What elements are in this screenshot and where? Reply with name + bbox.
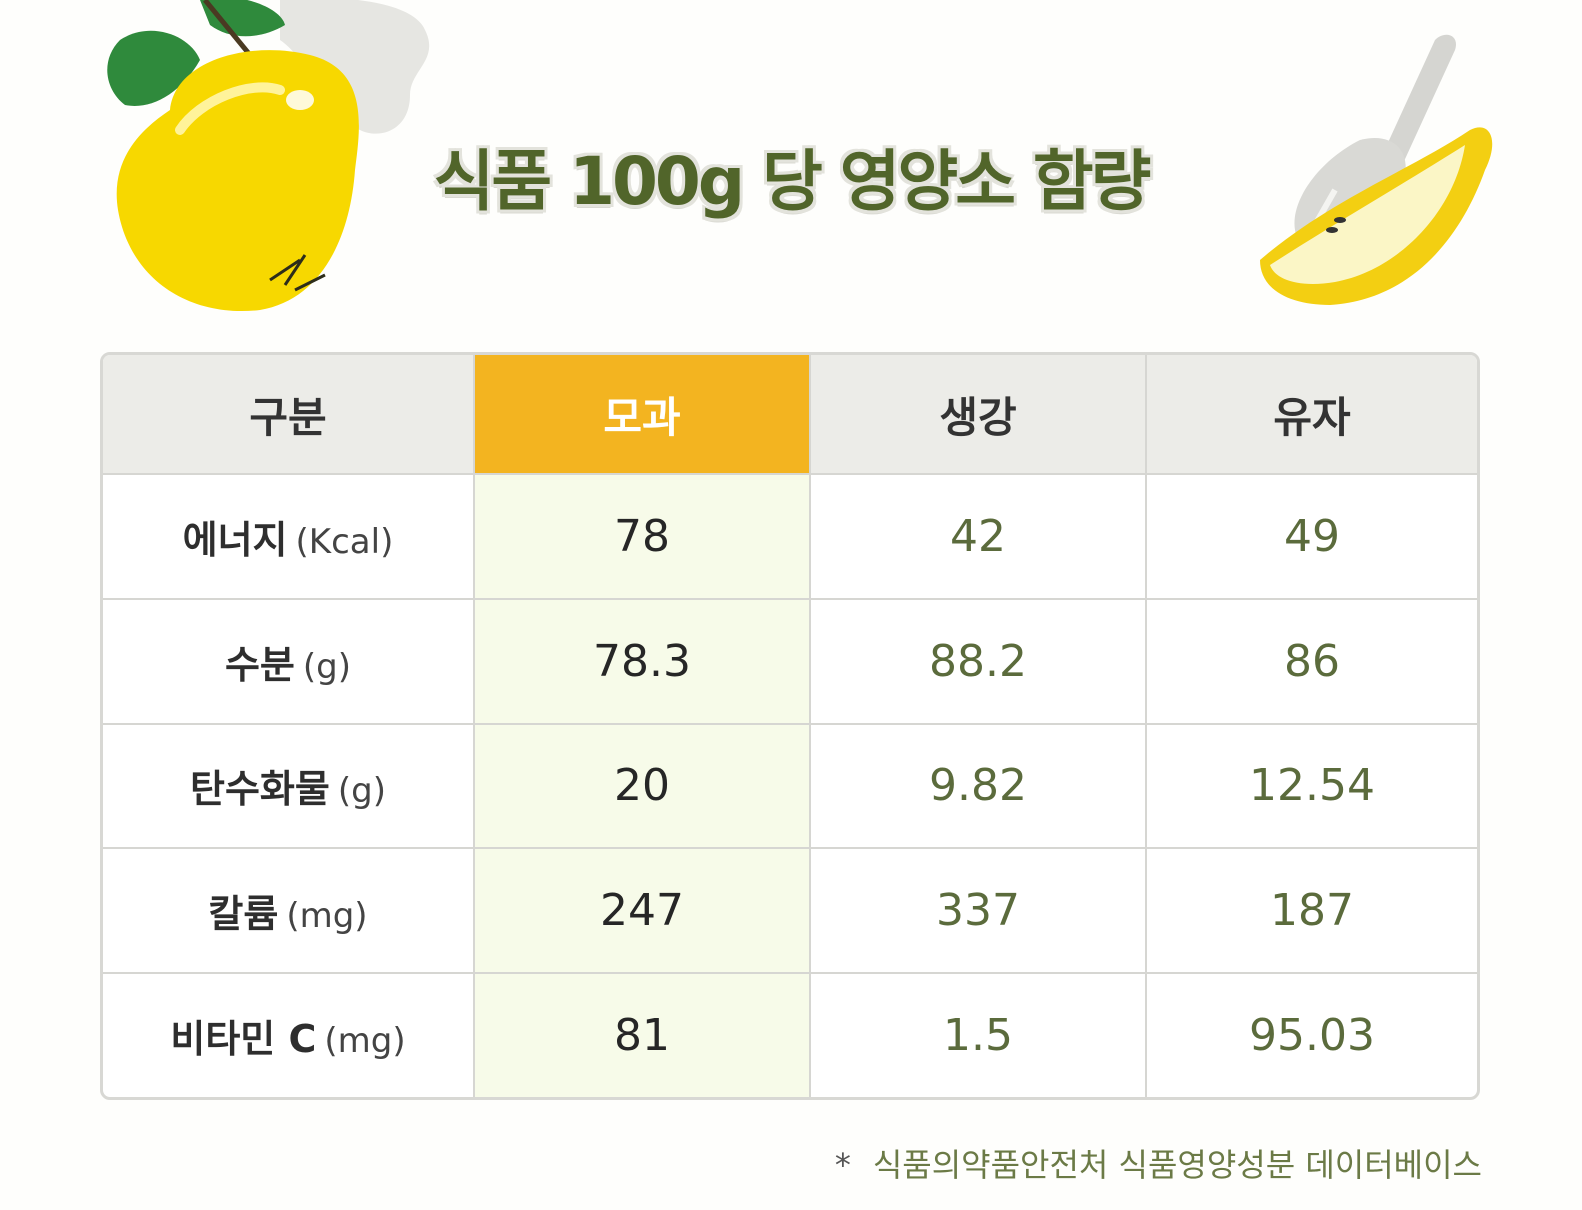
source-text: 식품의약품안전처 식품영양성분 데이터베이스: [872, 1146, 1482, 1184]
cell-yuzu: 187: [1145, 847, 1477, 975]
header-quince: 모과: [473, 355, 811, 475]
row-label: 에너지 (Kcal): [103, 473, 475, 600]
cell-ginger: 42: [809, 473, 1147, 600]
cell-quince: 78: [473, 473, 811, 600]
cell-ginger: 337: [809, 847, 1147, 975]
table-row: 비타민 C (mg) 81 1.5 95.03: [103, 972, 1477, 1097]
table-row: 에너지 (Kcal) 78 42 49: [103, 473, 1477, 600]
header-category: 구분: [103, 355, 475, 475]
row-label: 비타민 C (mg): [103, 972, 475, 1097]
cell-quince: 20: [473, 722, 811, 850]
nutrient-unit: (g): [337, 771, 386, 812]
footnote-marker: *: [834, 1146, 851, 1184]
row-label: 탄수화물 (g): [103, 722, 475, 850]
header-yuzu: 유자: [1145, 355, 1477, 475]
cell-yuzu: 49: [1145, 473, 1477, 600]
cell-quince: 247: [473, 847, 811, 975]
table-row: 칼륨 (mg) 247 337 187: [103, 847, 1477, 975]
quince-slice-fork-icon: [1260, 34, 1493, 305]
cell-quince: 78.3: [473, 597, 811, 725]
nutrient-name: 에너지: [182, 517, 288, 562]
nutrient-unit: (Kcal): [295, 521, 394, 562]
cell-yuzu: 86: [1145, 597, 1477, 725]
table-row: 탄수화물 (g) 20 9.82 12.54: [103, 722, 1477, 850]
cell-yuzu: 95.03: [1145, 972, 1477, 1097]
cell-quince: 81: [473, 972, 811, 1097]
nutrient-name: 탄수화물: [190, 767, 330, 812]
cell-ginger: 88.2: [809, 597, 1147, 725]
cell-yuzu: 12.54: [1145, 722, 1477, 850]
cell-ginger: 9.82: [809, 722, 1147, 850]
source-note: * 식품의약품안전처 식품영양성분 데이터베이스: [835, 1140, 1482, 1186]
page-title: 식품 100g 당 영양소 함량: [433, 143, 1152, 220]
nutrient-unit: (mg): [324, 1021, 406, 1062]
cell-ginger: 1.5: [809, 972, 1147, 1097]
row-label: 칼륨 (mg): [103, 847, 475, 975]
nutrient-name: 칼륨: [208, 892, 279, 937]
table-header-row: 구분 모과 생강 유자: [103, 355, 1477, 475]
nutrient-unit: (g): [302, 646, 352, 687]
nutrient-name: 비타민 C: [170, 1017, 317, 1062]
nutrient-name: 수분: [224, 642, 295, 687]
nutrient-unit: (mg): [286, 896, 368, 937]
quince-fruit-icon: [107, 0, 430, 312]
row-label: 수분 (g): [103, 597, 475, 725]
table-row: 수분 (g) 78.3 88.2 86: [103, 597, 1477, 725]
nutrition-table: 구분 모과 생강 유자 에너지 (Kcal) 78 42 49 수분 (g) 78.…: [100, 352, 1480, 1100]
header-ginger: 생강: [809, 355, 1147, 475]
